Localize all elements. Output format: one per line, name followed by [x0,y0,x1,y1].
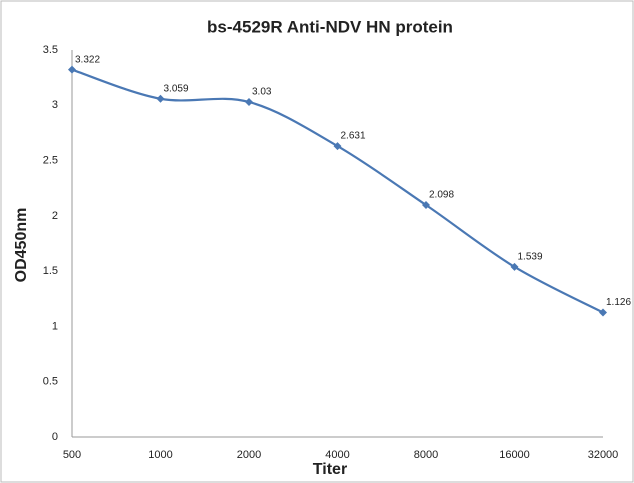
y-tick-label: 0 [52,431,58,443]
y-tick-label: 3 [52,99,58,111]
data-point [156,94,165,103]
y-tick-label: 1.5 [43,265,58,277]
data-point [68,65,76,74]
data-label: 2.098 [429,190,454,201]
y-tick-label: 1 [52,320,58,332]
y-tick-label: 0.5 [43,376,58,388]
x-tick-label: 1000 [148,449,172,461]
chart-title: bs-4529R Anti-NDV HN protein [207,17,453,36]
x-tick-label: 8000 [414,449,438,461]
x-tick-label: 16000 [499,449,530,461]
data-label: 1.126 [606,297,631,308]
x-tick-label: 4000 [325,449,349,461]
x-axis-title: Titer [313,461,347,478]
data-point [245,97,253,106]
y-tick-label: 2.5 [43,154,58,166]
data-label: 3.03 [252,87,272,98]
data-point [510,262,519,271]
data-label: 2.631 [341,131,366,142]
data-point [422,201,430,210]
data-label: 3.322 [75,54,100,65]
data-label: 1.539 [518,251,543,262]
data-label: 3.059 [164,83,189,94]
y-axis-title: OD450nm [13,208,30,283]
x-tick-label: 2000 [237,449,261,461]
data-point [333,142,342,151]
x-tick-label: 500 [63,449,81,461]
data-point [599,308,607,317]
x-tick-label: 32000 [588,449,619,461]
y-tick-label: 3.5 [43,44,58,56]
y-tick-label: 2 [52,210,58,222]
